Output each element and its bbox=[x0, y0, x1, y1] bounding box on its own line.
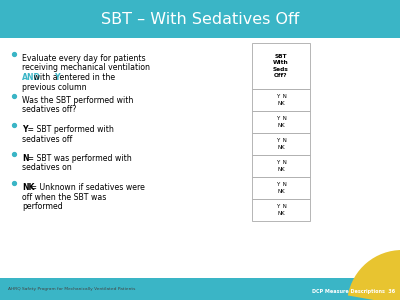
Text: = Unknown if sedatives were: = Unknown if sedatives were bbox=[28, 183, 145, 192]
Text: previous column: previous column bbox=[22, 82, 87, 91]
Bar bbox=[252, 199, 310, 221]
Text: AHRQ Safety Program for Mechanically Ventilated Patients: AHRQ Safety Program for Mechanically Ven… bbox=[8, 287, 135, 291]
Text: Y  N
NK: Y N NK bbox=[276, 204, 286, 216]
Text: Y  N
NK: Y N NK bbox=[276, 182, 286, 194]
Text: Y: Y bbox=[54, 73, 60, 82]
Text: N: N bbox=[22, 154, 28, 163]
Text: AND: AND bbox=[22, 73, 41, 82]
Text: Y  N
NK: Y N NK bbox=[276, 160, 286, 172]
Text: off when the SBT was: off when the SBT was bbox=[22, 193, 106, 202]
Text: NK: NK bbox=[22, 183, 34, 192]
Text: Y  N
NK: Y N NK bbox=[276, 138, 286, 150]
Text: Y: Y bbox=[22, 125, 28, 134]
Text: sedatives off?: sedatives off? bbox=[22, 106, 76, 115]
Bar bbox=[0, 278, 400, 300]
Text: with a: with a bbox=[31, 73, 60, 82]
Text: SBT – With Sedatives Off: SBT – With Sedatives Off bbox=[101, 11, 299, 26]
Bar bbox=[252, 111, 310, 133]
Text: SBT
With
Seds
Off?: SBT With Seds Off? bbox=[273, 54, 289, 78]
Bar bbox=[252, 155, 310, 177]
Text: Y  N
NK: Y N NK bbox=[276, 116, 286, 128]
Text: Y  N
NK: Y N NK bbox=[276, 94, 286, 106]
Bar bbox=[0, 0, 400, 38]
Bar bbox=[252, 177, 310, 199]
Text: performed: performed bbox=[22, 202, 63, 211]
Text: sedatives on: sedatives on bbox=[22, 164, 72, 172]
Text: = SBT was performed with: = SBT was performed with bbox=[25, 154, 132, 163]
Text: sedatives off: sedatives off bbox=[22, 134, 72, 143]
Wedge shape bbox=[348, 250, 400, 300]
Bar bbox=[252, 43, 310, 89]
Text: receiving mechanical ventilation: receiving mechanical ventilation bbox=[22, 64, 150, 73]
Bar bbox=[252, 89, 310, 111]
Text: entered in the: entered in the bbox=[57, 73, 115, 82]
Text: Was the SBT performed with: Was the SBT performed with bbox=[22, 96, 133, 105]
Text: = SBT performed with: = SBT performed with bbox=[25, 125, 114, 134]
Text: Evaluate every day for patients: Evaluate every day for patients bbox=[22, 54, 146, 63]
Bar bbox=[252, 133, 310, 155]
Text: DCP Measure Descriptions  36: DCP Measure Descriptions 36 bbox=[312, 289, 395, 294]
